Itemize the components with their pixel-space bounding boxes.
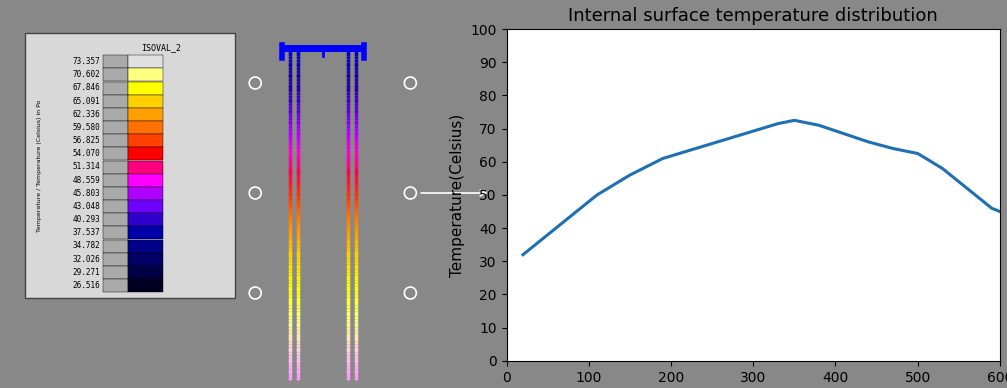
Bar xyxy=(128,81,163,95)
Bar xyxy=(128,161,163,173)
Y-axis label: Temperature(Celsius): Temperature(Celsius) xyxy=(450,113,465,277)
Bar xyxy=(128,213,163,226)
Bar xyxy=(103,227,128,239)
Text: 70.602: 70.602 xyxy=(73,70,100,79)
Text: 34.782: 34.782 xyxy=(73,241,100,250)
Bar xyxy=(128,55,163,68)
Text: 45.803: 45.803 xyxy=(73,189,100,198)
Bar xyxy=(128,253,163,266)
Bar xyxy=(103,187,128,200)
Text: 51.314: 51.314 xyxy=(73,163,100,171)
Text: 67.846: 67.846 xyxy=(73,83,100,92)
Bar xyxy=(128,279,163,292)
Bar xyxy=(128,240,163,253)
Text: 37.537: 37.537 xyxy=(73,228,100,237)
Bar xyxy=(128,266,163,279)
Bar xyxy=(128,68,163,81)
Text: 65.091: 65.091 xyxy=(73,97,100,106)
Bar xyxy=(103,213,128,226)
Text: 43.048: 43.048 xyxy=(73,202,100,211)
Bar xyxy=(103,147,128,160)
Text: Temperature / Temperature (Celsius) in Po: Temperature / Temperature (Celsius) in P… xyxy=(36,99,41,232)
Text: 32.026: 32.026 xyxy=(73,255,100,263)
Bar xyxy=(103,68,128,81)
Bar xyxy=(103,253,128,266)
Bar xyxy=(103,200,128,213)
Text: 29.271: 29.271 xyxy=(73,268,100,277)
Bar xyxy=(103,240,128,253)
Bar xyxy=(128,147,163,160)
Bar xyxy=(103,81,128,95)
Text: 73.357: 73.357 xyxy=(73,57,100,66)
Bar xyxy=(103,279,128,292)
Text: 40.293: 40.293 xyxy=(73,215,100,224)
Bar xyxy=(103,161,128,173)
Text: 62.336: 62.336 xyxy=(73,110,100,119)
Bar xyxy=(103,121,128,134)
Text: 48.559: 48.559 xyxy=(73,176,100,185)
Bar xyxy=(128,108,163,121)
Bar xyxy=(25,33,236,298)
Text: 54.070: 54.070 xyxy=(73,149,100,158)
Bar xyxy=(128,121,163,134)
Bar xyxy=(128,95,163,107)
Bar xyxy=(103,134,128,147)
Text: ISOVAL_2: ISOVAL_2 xyxy=(142,43,181,52)
Text: 26.516: 26.516 xyxy=(73,281,100,290)
Bar xyxy=(128,174,163,187)
Text: 59.580: 59.580 xyxy=(73,123,100,132)
Bar xyxy=(128,227,163,239)
Title: Internal surface temperature distribution: Internal surface temperature distributio… xyxy=(568,7,939,25)
Bar xyxy=(103,266,128,279)
Text: 56.825: 56.825 xyxy=(73,136,100,145)
Bar xyxy=(128,187,163,200)
Bar xyxy=(128,200,163,213)
Bar xyxy=(103,55,128,68)
Bar xyxy=(103,174,128,187)
Bar xyxy=(128,134,163,147)
Bar xyxy=(103,108,128,121)
Bar xyxy=(103,95,128,107)
